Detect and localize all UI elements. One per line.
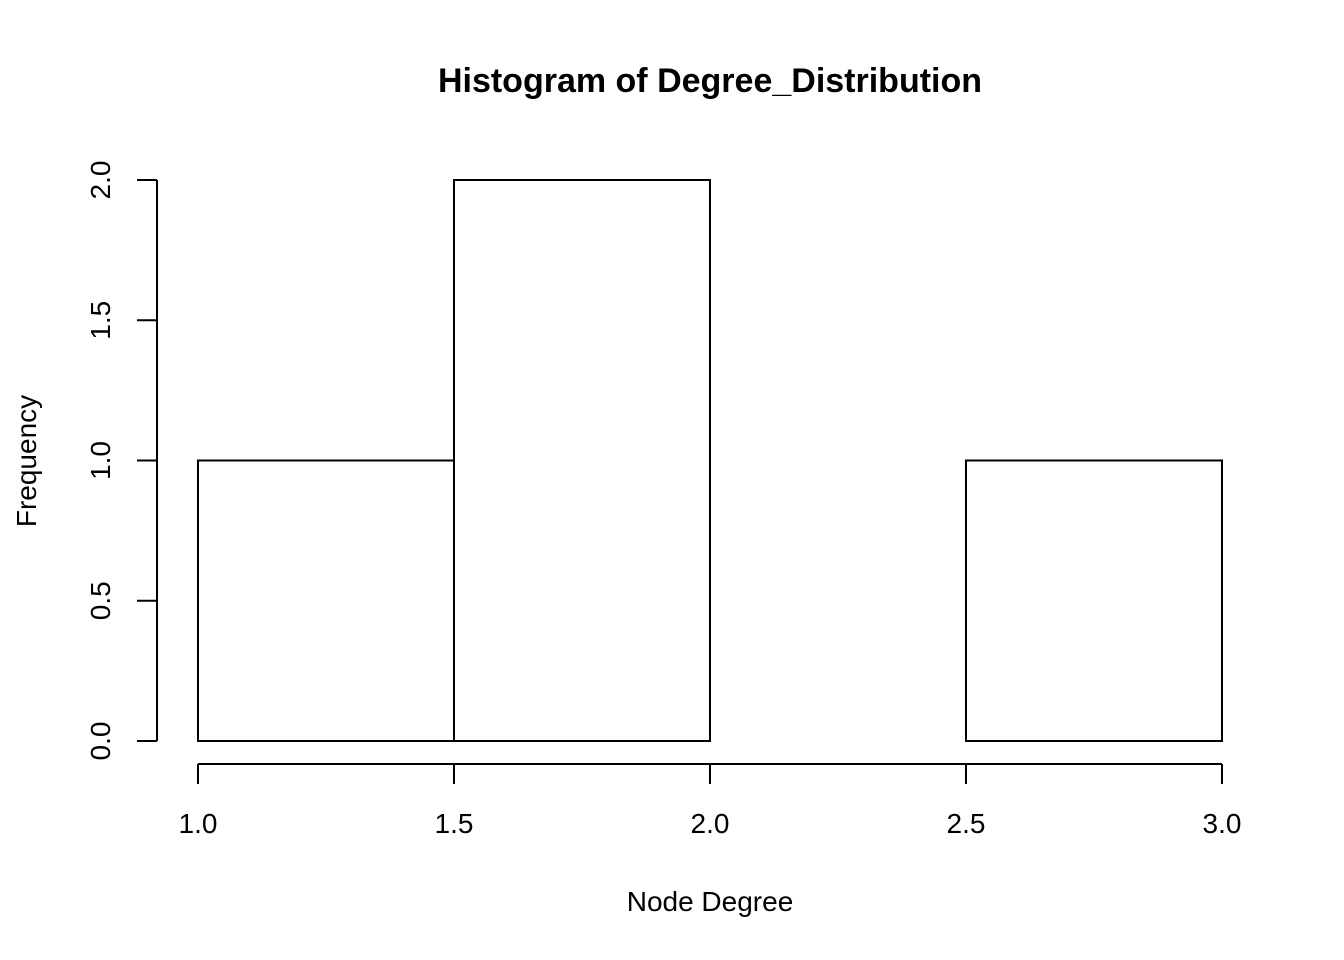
x-tick-label-2: 2.0 bbox=[691, 808, 730, 839]
y-axis: 0.0 0.5 1.0 1.5 2.0 bbox=[85, 161, 158, 761]
x-tick-label-1: 1.5 bbox=[435, 808, 474, 839]
x-tick-label-4: 3.0 bbox=[1203, 808, 1242, 839]
y-tick-label-0: 0.0 bbox=[85, 722, 116, 761]
x-axis: 1.0 1.5 2.0 2.5 3.0 bbox=[179, 763, 1242, 839]
x-tick-label-3: 2.5 bbox=[947, 808, 986, 839]
y-tick-label-3: 1.5 bbox=[85, 301, 116, 340]
histogram-bar-0 bbox=[197, 459, 455, 742]
bars-group bbox=[197, 179, 1223, 742]
y-tick-label-2: 1.0 bbox=[85, 441, 116, 480]
y-tick-label-1: 0.5 bbox=[85, 581, 116, 620]
histogram-bar-3 bbox=[965, 459, 1223, 742]
chart-title: Histogram of Degree_Distribution bbox=[438, 62, 982, 100]
histogram-bar-1 bbox=[453, 179, 711, 742]
x-tick-label-0: 1.0 bbox=[179, 808, 218, 839]
x-axis-label: Node Degree bbox=[627, 886, 794, 917]
y-tick-label-4: 2.0 bbox=[85, 161, 116, 200]
y-axis-label: Frequency bbox=[11, 395, 42, 527]
